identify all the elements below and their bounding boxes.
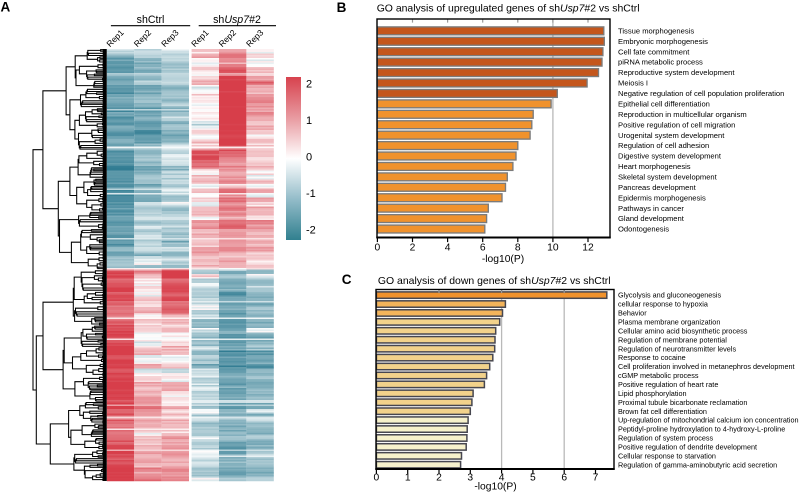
svg-text:Odontogenesis: Odontogenesis	[618, 225, 669, 234]
svg-text:1: 1	[306, 115, 312, 127]
svg-text:6: 6	[561, 473, 567, 484]
svg-text:Tissue morphogenesis: Tissue morphogenesis	[618, 26, 694, 35]
svg-text:Glycolysis and gluconeogenesis: Glycolysis and gluconeogenesis	[618, 291, 722, 300]
svg-text:Reproductive system developmen: Reproductive system development	[618, 68, 735, 77]
svg-text:piRNA metabolic process: piRNA metabolic process	[618, 58, 703, 67]
svg-text:Epidermis morphogenesis: Epidermis morphogenesis	[618, 193, 706, 202]
svg-text:Pancreas development: Pancreas development	[618, 183, 697, 192]
svg-text:Urogenital system development: Urogenital system development	[618, 131, 725, 140]
svg-text:5: 5	[530, 473, 536, 484]
svg-text:0: 0	[374, 473, 380, 484]
svg-text:Cellular amino acid biosynthet: Cellular amino acid biosynthetic process	[618, 326, 748, 335]
svg-text:12: 12	[582, 242, 594, 253]
svg-text:Regulation of gamma-aminobutyr: Regulation of gamma-aminobutyric acid se…	[618, 460, 777, 469]
svg-text:0: 0	[375, 242, 381, 253]
svg-text:4: 4	[445, 242, 451, 253]
svg-text:shUsp7#2: shUsp7#2	[213, 14, 261, 26]
svg-text:GO analysis of down genes of s: GO analysis of down genes of shUsp7#2 vs…	[378, 276, 611, 287]
svg-text:3: 3	[467, 473, 473, 484]
svg-text:Proximal tubule bicarbonate re: Proximal tubule bicarbonate reclamation	[618, 398, 747, 407]
svg-text:cellular response to hypoxia: cellular response to hypoxia	[618, 300, 709, 309]
svg-text:Behavior: Behavior	[618, 309, 647, 318]
svg-text:Peptidyl-proline hydroxylation: Peptidyl-proline hydroxylation to 4-hydr…	[618, 425, 785, 434]
svg-text:Positive regulation of heart r: Positive regulation of heart rate	[618, 380, 718, 389]
svg-text:Skeletal system development: Skeletal system development	[618, 172, 718, 181]
svg-text:Reproduction in multicellular: Reproduction in multicellular organism	[618, 110, 747, 119]
svg-text:1: 1	[405, 473, 411, 484]
svg-text:Gland development: Gland development	[618, 214, 685, 223]
svg-text:Cellular response to starvatio: Cellular response to starvation	[618, 451, 716, 460]
svg-text:Positive regulation of dendrit: Positive regulation of dendrite developm…	[618, 443, 757, 452]
svg-text:-2: -2	[306, 224, 316, 236]
svg-text:C: C	[342, 272, 352, 287]
svg-text:8: 8	[515, 242, 521, 253]
svg-text:6: 6	[480, 242, 486, 253]
svg-text:Cell fate commitment: Cell fate commitment	[618, 47, 690, 56]
svg-text:Regulation of system process: Regulation of system process	[618, 434, 713, 443]
svg-text:Regulation of cell adhesion: Regulation of cell adhesion	[618, 141, 709, 150]
svg-text:2: 2	[306, 78, 312, 90]
svg-text:Digestive system development: Digestive system development	[618, 152, 722, 161]
svg-text:Plasma membrane organization: Plasma membrane organization	[618, 317, 720, 326]
svg-text:Cell proliferation involved in: Cell proliferation involved in metanephr…	[618, 362, 795, 371]
svg-text:B: B	[337, 0, 347, 15]
svg-text:shCtrl: shCtrl	[137, 14, 165, 26]
svg-text:Response to cocaine: Response to cocaine	[618, 353, 686, 362]
svg-text:Negative regulation of cell po: Negative regulation of cell population p…	[618, 89, 784, 98]
svg-text:Embryonic morphogenesis: Embryonic morphogenesis	[618, 37, 708, 46]
svg-text:Lipid phosphorylation: Lipid phosphorylation	[618, 389, 687, 398]
svg-text:Positive regulation of cell mi: Positive regulation of cell migration	[618, 120, 735, 129]
svg-text:-log10(P): -log10(P)	[474, 481, 516, 492]
svg-text:Heart morphogenesis: Heart morphogenesis	[618, 162, 691, 171]
svg-text:cGMP metabolic process: cGMP metabolic process	[618, 371, 699, 380]
svg-text:A: A	[1, 0, 11, 15]
svg-text:0: 0	[306, 151, 312, 163]
svg-text:Meiosis I: Meiosis I	[618, 79, 648, 88]
svg-text:2: 2	[436, 473, 442, 484]
svg-text:Pathways in cancer: Pathways in cancer	[618, 204, 684, 213]
svg-text:Brown fat cell differentiation: Brown fat cell differentiation	[618, 407, 707, 416]
svg-text:Regulation of membrane potenti: Regulation of membrane potential	[618, 335, 727, 344]
svg-text:-1: -1	[306, 188, 316, 200]
svg-text:Epithelial cell differentiatio: Epithelial cell differentiation	[618, 99, 710, 108]
svg-text:7: 7	[593, 473, 599, 484]
svg-text:-log10(P): -log10(P)	[482, 254, 524, 265]
svg-text:4: 4	[499, 473, 505, 484]
svg-text:Regulation of neurotransmitter: Regulation of neurotransmitter levels	[618, 344, 736, 353]
svg-text:2: 2	[410, 242, 416, 253]
svg-text:GO analysis of upregulated gen: GO analysis of upregulated genes of shUs…	[377, 3, 640, 14]
svg-text:Up-regulation of mitochondrial: Up-regulation of mitochondrial calcium i…	[618, 416, 799, 425]
svg-text:10: 10	[547, 242, 559, 253]
